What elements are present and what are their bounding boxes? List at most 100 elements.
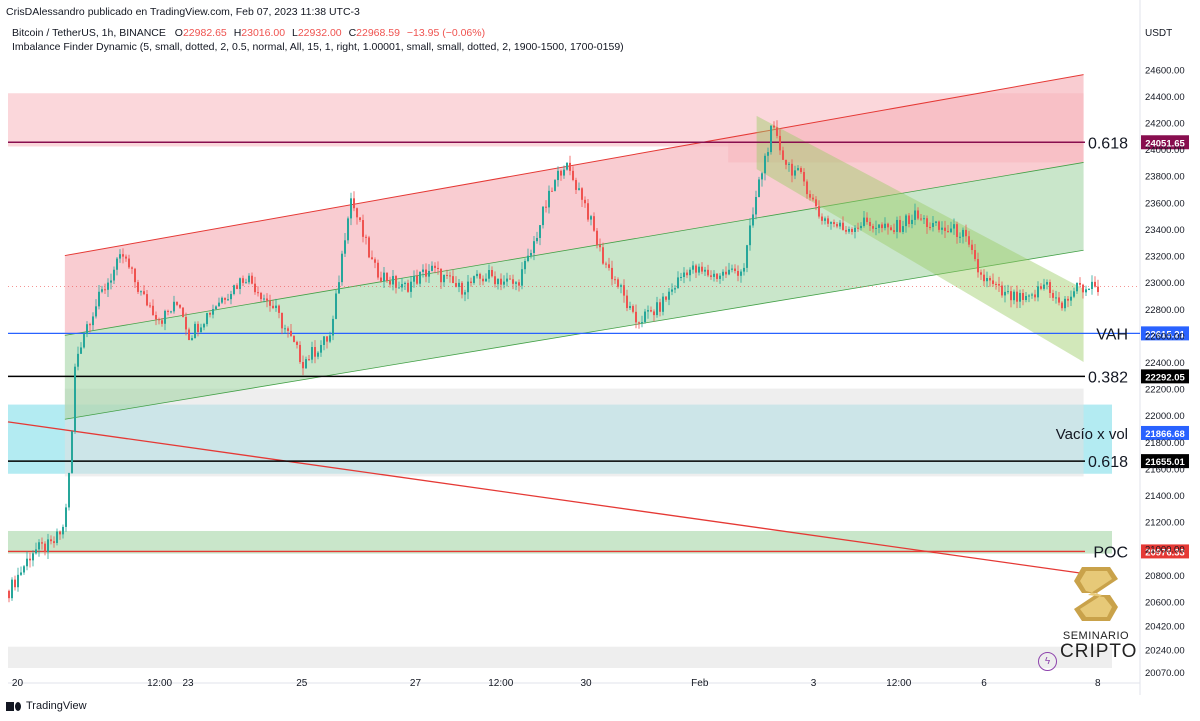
- candle-body: [1082, 284, 1084, 293]
- candle-body: [899, 219, 901, 232]
- candle-body: [701, 266, 703, 272]
- candle-body: [308, 359, 310, 361]
- x-tick-label: 12:00: [147, 678, 172, 689]
- candle-body: [488, 270, 490, 279]
- level-label-vah: VAH: [1096, 326, 1128, 343]
- candle-body: [326, 336, 328, 342]
- candle-body: [521, 269, 523, 286]
- candle-body: [500, 278, 502, 285]
- candle-body: [1091, 281, 1093, 289]
- candle-body: [788, 163, 790, 165]
- tradingview-brand: TradingView: [26, 700, 87, 712]
- candle-body: [866, 217, 868, 222]
- channel-mid-line[interactable]: [64, 162, 1084, 336]
- ohlc-open-label: O: [174, 27, 183, 39]
- candle-body: [491, 270, 493, 277]
- candle-body: [191, 338, 193, 341]
- candle-body: [278, 305, 280, 313]
- candle-body: [137, 282, 139, 292]
- channel-bottom-line[interactable]: [64, 249, 1084, 420]
- candle-body: [83, 334, 85, 348]
- candle-body: [884, 223, 886, 229]
- falling-channel: [756, 115, 1084, 363]
- candle-body: [302, 361, 304, 369]
- candle-body: [998, 284, 1000, 286]
- candle-body: [377, 262, 379, 278]
- logo-text-top: SEMINARIO: [1062, 630, 1130, 642]
- candle-body: [383, 272, 385, 282]
- candle-body: [77, 353, 79, 367]
- candle-body: [746, 245, 748, 268]
- candle-body: [716, 273, 718, 279]
- candle-body: [320, 344, 322, 353]
- candle-body: [104, 289, 106, 291]
- candle-body: [758, 179, 760, 198]
- candle-body: [203, 324, 205, 328]
- candle-body: [944, 227, 946, 231]
- x-tick-label: 20: [12, 678, 24, 689]
- candle-body: [986, 277, 988, 282]
- candle-body: [365, 236, 367, 238]
- candle-body: [401, 284, 403, 288]
- candle-body: [245, 282, 247, 284]
- candle-body: [143, 291, 145, 295]
- candle-body: [1055, 297, 1057, 299]
- candle-body: [470, 281, 472, 283]
- candle-body: [572, 170, 574, 180]
- indicator-line[interactable]: Imbalance Finder Dynamic (5, small, dott…: [12, 41, 624, 53]
- candle-body: [593, 216, 595, 231]
- candle-body: [989, 277, 991, 281]
- candle-body: [767, 152, 769, 156]
- candle-body: [431, 265, 433, 271]
- candle-body: [392, 275, 394, 285]
- ohlc-low-label: L: [292, 27, 298, 39]
- candle-body: [464, 292, 466, 295]
- candle-body: [533, 241, 535, 253]
- candle-body: [1070, 296, 1072, 301]
- candle-body: [398, 287, 400, 289]
- candle-body: [236, 285, 238, 289]
- candle-body: [1076, 282, 1078, 292]
- candle-body: [596, 230, 598, 245]
- candle-body: [263, 298, 265, 300]
- candle-body: [1064, 298, 1066, 309]
- tradingview-footer[interactable]: TradingView: [6, 700, 87, 712]
- channel-top-line[interactable]: [64, 74, 1084, 257]
- candle-body: [362, 220, 364, 237]
- publisher-line: CrisDAlessandro publicado en TradingView…: [6, 6, 360, 18]
- price-tag-vacio-x-vol: [1141, 425, 1189, 440]
- candle-body: [218, 302, 220, 307]
- candle-body: [419, 271, 421, 284]
- candle-body: [827, 218, 829, 224]
- candle-body: [317, 352, 319, 357]
- y-tick-label: 24600.00: [1145, 65, 1185, 76]
- candle-body: [11, 579, 13, 599]
- candle-body: [590, 216, 592, 220]
- y-tick-label: 22200.00: [1145, 385, 1185, 396]
- level-label-fib_0382: 0.382: [1088, 369, 1128, 386]
- candle-body: [446, 274, 448, 276]
- candle-body: [1088, 288, 1090, 290]
- candle-body: [641, 322, 643, 324]
- candle-body: [719, 275, 721, 279]
- candle-body: [275, 305, 277, 309]
- candle-body: [908, 215, 910, 225]
- candle-body: [623, 285, 625, 296]
- candle-body: [980, 272, 982, 275]
- candle-body: [332, 318, 334, 336]
- candle-body: [497, 278, 499, 285]
- candle-body: [1010, 291, 1012, 301]
- y-tick-label: 23000.00: [1145, 278, 1185, 289]
- candle-body: [467, 281, 469, 293]
- candle-body: [680, 277, 682, 279]
- price-tag-text-fib_0382: 22292.05: [1145, 372, 1185, 383]
- candle-body: [554, 180, 556, 191]
- candle-body: [407, 282, 409, 292]
- candle-body: [155, 315, 157, 320]
- x-tick-label: 30: [580, 678, 592, 689]
- candle-body: [1013, 291, 1015, 301]
- lightning-icon[interactable]: ϟ: [1038, 652, 1057, 671]
- candle-body: [311, 347, 313, 360]
- ohlc-high-label: H: [233, 27, 242, 39]
